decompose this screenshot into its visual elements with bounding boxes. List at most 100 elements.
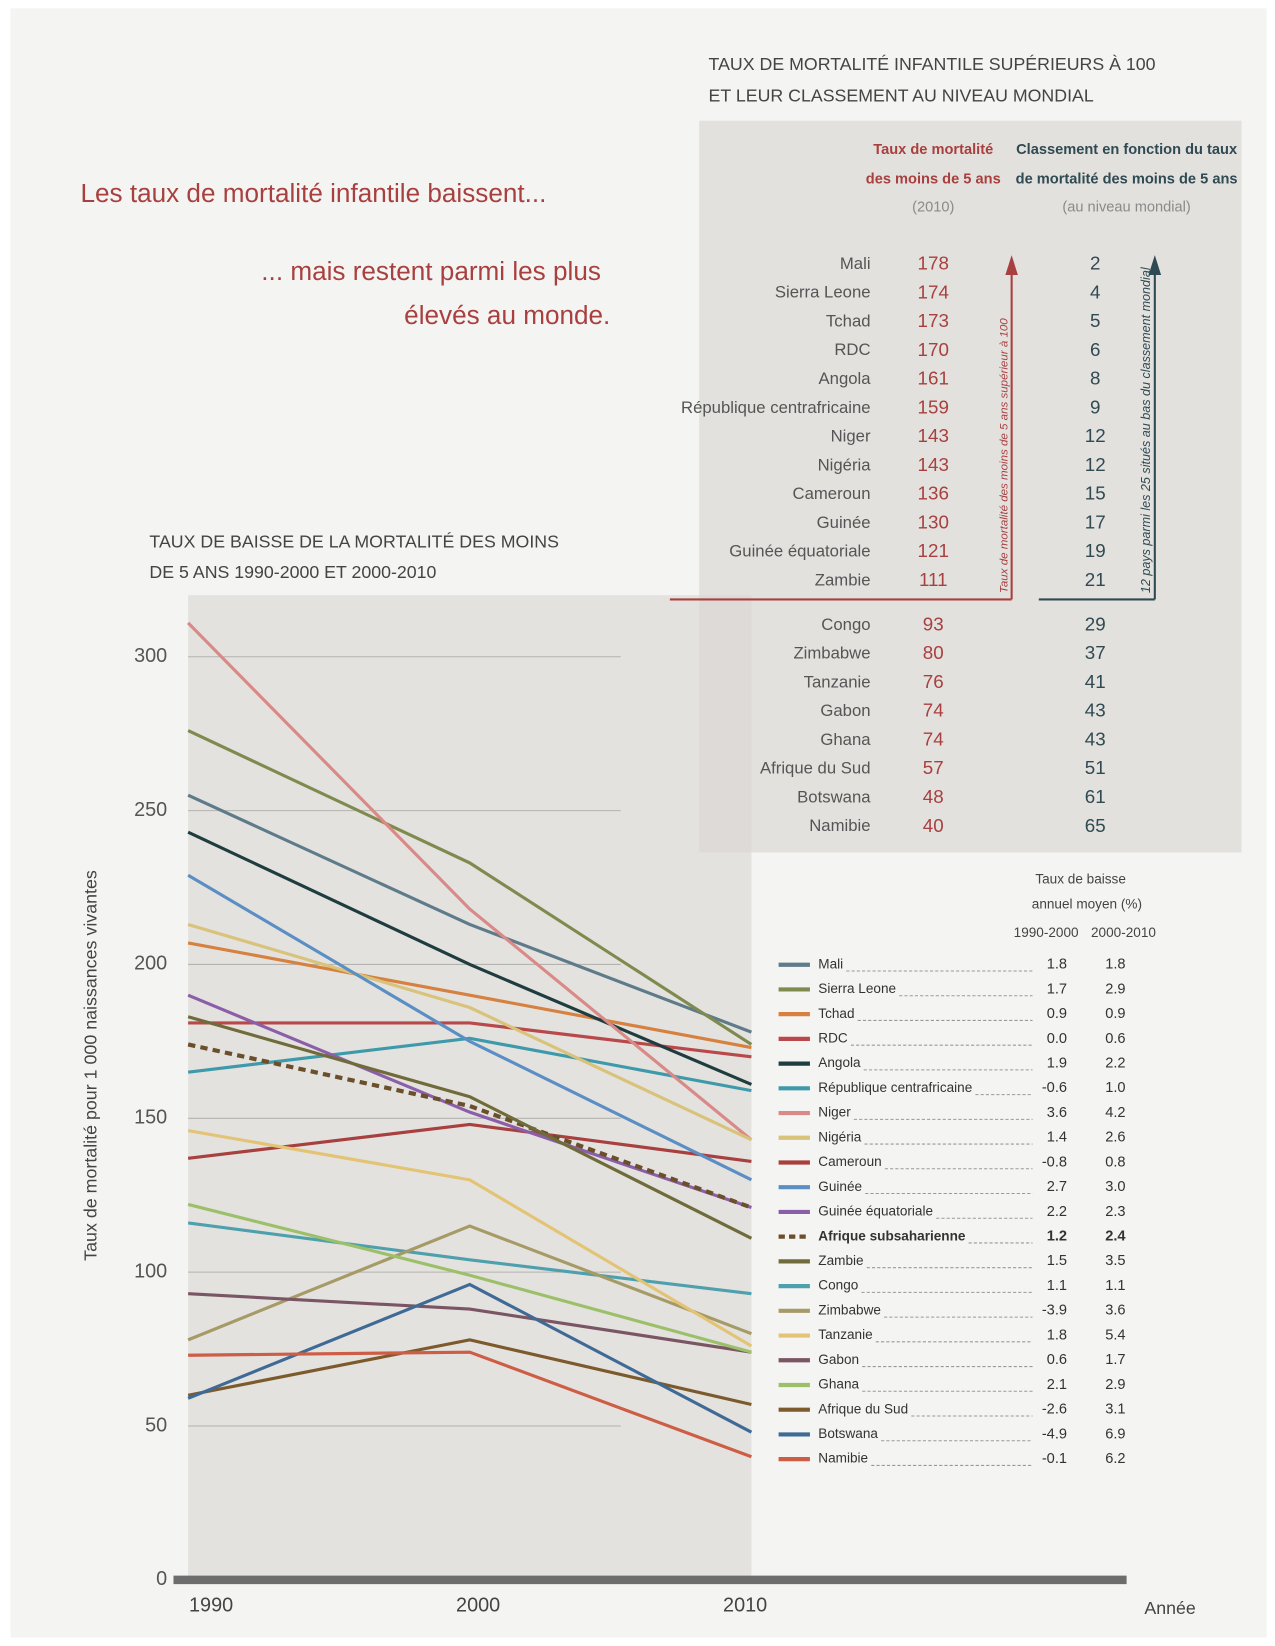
y-tick-label: 150: [134, 1107, 167, 1129]
series-line: [187, 1015, 753, 1240]
chart-title: DE 5 ANS 1990-2000 ET 2000-2010: [149, 562, 436, 582]
world-rank: 17: [1085, 511, 1106, 532]
world-rank: 9: [1090, 396, 1100, 417]
series-line: [188, 1292, 752, 1354]
world-rank: 29: [1085, 613, 1106, 634]
rate-1990-2000: -0.6: [1042, 1080, 1067, 1096]
series-line: [187, 1224, 752, 1342]
rate-1990-2000: -3.9: [1042, 1303, 1067, 1319]
rate-2000-2010: 4.2: [1105, 1105, 1125, 1121]
country: Angola: [819, 369, 872, 388]
rate-2000-2010: 2.4: [1105, 1229, 1126, 1245]
rate-2000-2010: 3.6: [1105, 1303, 1125, 1319]
world-rank: 51: [1085, 757, 1106, 778]
legend-label: Namibie: [818, 1451, 868, 1466]
rate-2000-2010: 0.9: [1105, 1006, 1125, 1022]
rate-2000-2010: 3.1: [1105, 1402, 1125, 1418]
column-header: (2010): [912, 200, 954, 216]
world-rank: 12: [1085, 425, 1106, 446]
series-line: [187, 1129, 753, 1348]
legend-label: Cameroun: [818, 1154, 881, 1169]
series-line: [187, 1036, 752, 1093]
rate-1990-2000: 1.1: [1047, 1278, 1067, 1294]
country: Sierra Leone: [775, 283, 871, 302]
rate-1990-2000: 2.2: [1047, 1204, 1067, 1220]
legend-label: Zambie: [818, 1253, 863, 1268]
world-rank: 43: [1085, 728, 1106, 749]
x-axis-label: Année: [1144, 1598, 1195, 1618]
world-rank: 2: [1090, 252, 1100, 273]
rate-2000-2010: 1.8: [1105, 957, 1125, 973]
y-tick-label: 0: [156, 1568, 167, 1590]
series-line: [187, 729, 753, 1046]
world-rank: 4: [1090, 281, 1100, 302]
mortality-rate: 130: [918, 511, 949, 532]
rate-2000-2010: 1.1: [1105, 1278, 1125, 1294]
rate-1990-2000: 0.0: [1047, 1031, 1067, 1047]
series-line: [187, 1282, 753, 1434]
rate-1990-2000: -0.1: [1042, 1451, 1067, 1467]
mortality-rate: 170: [918, 339, 949, 360]
country: Guinée équatoriale: [729, 542, 870, 561]
mortality-rate: 143: [918, 425, 949, 446]
column-header: de mortalité des moins de 5 ans: [1016, 171, 1238, 187]
rate-2000-2010: 3.0: [1105, 1179, 1125, 1195]
arrow-label: Taux de mortalité des moins de 5 ans sup…: [998, 318, 1010, 593]
country: Botswana: [797, 787, 871, 806]
legend-label: Gabon: [818, 1352, 859, 1367]
series-line: [187, 873, 753, 1182]
legend-title: Taux de baisse: [1035, 871, 1126, 886]
legend-label: Guinée: [818, 1179, 862, 1194]
rate-1990-2000: 2.7: [1047, 1179, 1067, 1195]
series-line: [187, 922, 753, 1142]
series-line: [187, 1202, 752, 1354]
legend-label: République centrafricaine: [818, 1080, 972, 1095]
mortality-rate: 174: [918, 281, 949, 302]
x-tick-label: 2000: [456, 1594, 500, 1616]
mortality-rate: 136: [918, 483, 949, 504]
headline: ... mais restent parmi les plus: [261, 256, 601, 286]
legend-column: 2000-2010: [1091, 925, 1156, 940]
rate-1990-2000: 1.2: [1047, 1229, 1067, 1245]
mortality-rate: 173: [918, 310, 949, 331]
arrow-label: 12 pays parmi les 25 situés au bas du cl…: [1139, 266, 1153, 593]
rate-2000-2010: 0.6: [1105, 1031, 1125, 1047]
country: Gabon: [820, 701, 870, 720]
world-rank: 8: [1090, 368, 1100, 389]
rate-1990-2000: 0.6: [1047, 1352, 1067, 1368]
legend-label: Afrique subsaharienne: [818, 1228, 966, 1243]
mortality-rate: 143: [918, 454, 949, 475]
rate-2000-2010: 2.9: [1105, 981, 1125, 997]
world-rank: 41: [1085, 671, 1106, 692]
country: Congo: [821, 615, 870, 634]
rate-2000-2010: 2.3: [1105, 1204, 1125, 1220]
legend-title: annuel moyen (%): [1032, 896, 1142, 911]
y-tick-label: 50: [145, 1414, 167, 1436]
rate-2000-2010: 6.2: [1105, 1451, 1125, 1467]
plot-area: [188, 595, 752, 1580]
series-line: [187, 993, 752, 1210]
legend-label: Niger: [818, 1105, 851, 1120]
world-rank: 19: [1085, 540, 1106, 561]
world-rank: 21: [1085, 569, 1106, 590]
world-rank: 12: [1085, 454, 1106, 475]
rate-2000-2010: 3.5: [1105, 1253, 1125, 1269]
mortality-rate: 161: [918, 368, 949, 389]
table-title: TAUX DE MORTALITÉ INFANTILE SUPÉRIEURS À…: [709, 54, 1156, 74]
rate-1990-2000: 1.9: [1047, 1055, 1067, 1071]
y-axis-label: Taux de mortalité pour 1 000 naissances …: [81, 870, 101, 1261]
country: Nigéria: [818, 455, 872, 474]
legend-label: Ghana: [818, 1377, 859, 1392]
country: Zambie: [815, 570, 871, 589]
legend-label: Congo: [818, 1278, 858, 1293]
rate-2000-2010: 0.8: [1105, 1154, 1125, 1170]
mortality-rate: 121: [918, 540, 949, 561]
mortality-rate: 178: [918, 252, 949, 273]
rate-1990-2000: 1.4: [1047, 1130, 1067, 1146]
world-rank: 65: [1085, 815, 1106, 836]
table-panel: [699, 120, 1242, 853]
legend-label: Afrique du Sud: [818, 1401, 908, 1416]
y-tick-label: 200: [134, 953, 167, 975]
chart-title: TAUX DE BAISSE DE LA MORTALITÉ DES MOINS: [149, 531, 559, 551]
